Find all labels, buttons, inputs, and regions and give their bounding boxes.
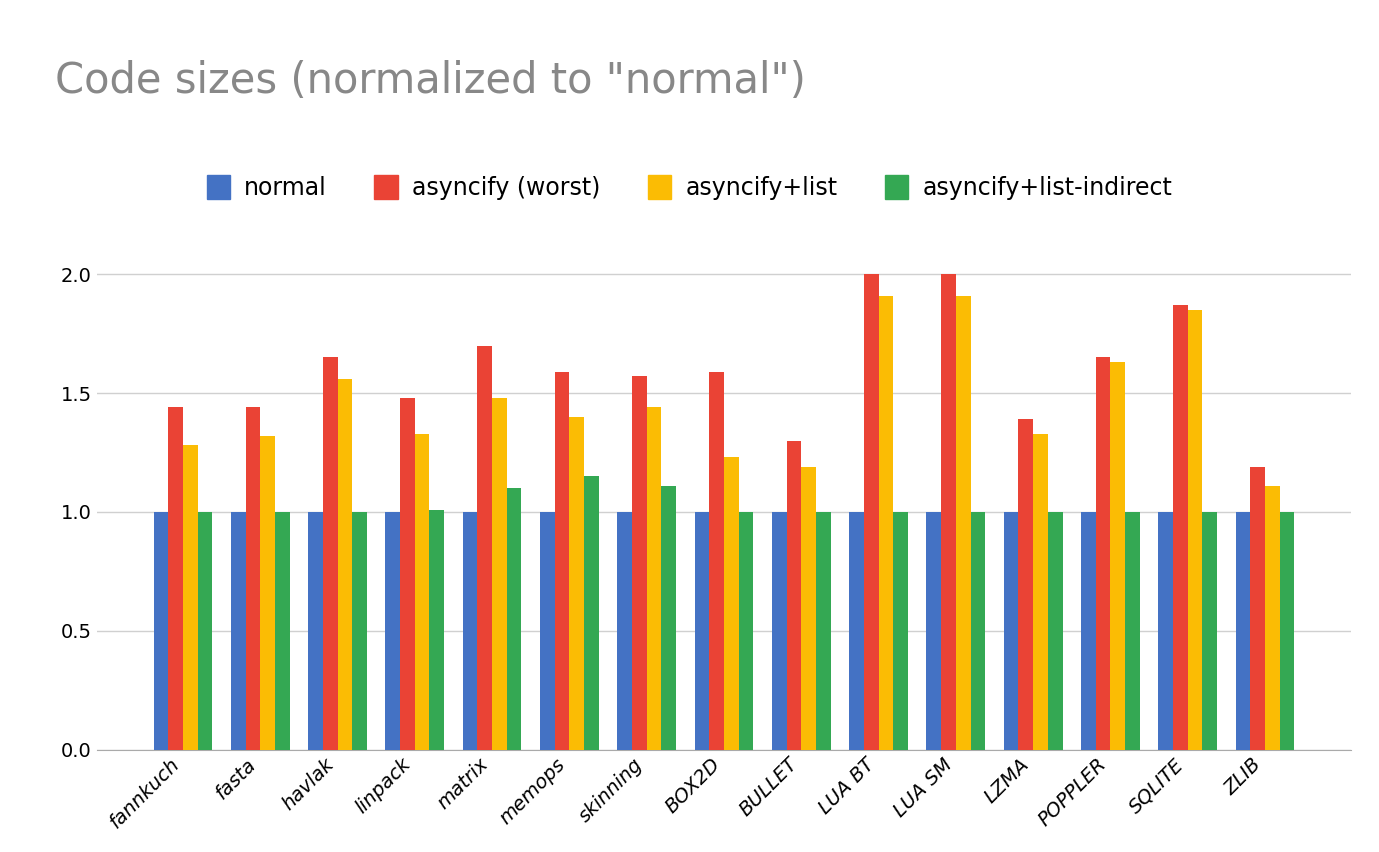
- Bar: [739, 512, 753, 750]
- Bar: [429, 509, 444, 750]
- Bar: [772, 512, 786, 750]
- Bar: [554, 371, 570, 750]
- Bar: [477, 346, 492, 750]
- Bar: [1236, 512, 1251, 750]
- Bar: [1004, 512, 1019, 750]
- Bar: [816, 512, 830, 750]
- Bar: [415, 434, 429, 750]
- Bar: [878, 296, 894, 750]
- Bar: [1174, 305, 1187, 750]
- Bar: [1081, 512, 1096, 750]
- Bar: [786, 440, 801, 750]
- Bar: [1251, 467, 1265, 750]
- Bar: [1125, 512, 1140, 750]
- Bar: [863, 274, 878, 750]
- Bar: [463, 512, 477, 750]
- Bar: [927, 512, 940, 750]
- Bar: [801, 467, 816, 750]
- Bar: [956, 296, 971, 750]
- Bar: [507, 488, 521, 750]
- Bar: [400, 398, 415, 750]
- Text: Code sizes (normalized to "normal"): Code sizes (normalized to "normal"): [55, 60, 807, 101]
- Bar: [618, 512, 632, 750]
- Bar: [386, 512, 400, 750]
- Bar: [1158, 512, 1174, 750]
- Bar: [709, 371, 724, 750]
- Bar: [894, 512, 907, 750]
- Bar: [1048, 512, 1062, 750]
- Bar: [647, 407, 662, 750]
- Bar: [153, 512, 168, 750]
- Bar: [585, 476, 598, 750]
- Bar: [352, 512, 367, 750]
- Bar: [1187, 310, 1202, 750]
- Bar: [183, 446, 197, 750]
- Bar: [1096, 358, 1110, 750]
- Bar: [1019, 419, 1033, 750]
- Bar: [1202, 512, 1218, 750]
- Bar: [338, 379, 352, 750]
- Bar: [724, 458, 739, 750]
- Bar: [695, 512, 709, 750]
- Bar: [1280, 512, 1295, 750]
- Bar: [230, 512, 245, 750]
- Bar: [168, 407, 183, 750]
- Bar: [662, 486, 676, 750]
- Bar: [971, 512, 985, 750]
- Bar: [492, 398, 507, 750]
- Bar: [197, 512, 212, 750]
- Bar: [940, 274, 956, 750]
- Bar: [274, 512, 290, 750]
- Legend: normal, asyncify (worst), asyncify+list, asyncify+list-indirect: normal, asyncify (worst), asyncify+list,…: [197, 165, 1182, 209]
- Bar: [570, 417, 585, 750]
- Bar: [261, 436, 274, 750]
- Bar: [1265, 486, 1280, 750]
- Bar: [541, 512, 554, 750]
- Bar: [1033, 434, 1048, 750]
- Bar: [323, 358, 338, 750]
- Bar: [849, 512, 863, 750]
- Bar: [1110, 362, 1125, 750]
- Bar: [632, 377, 647, 750]
- Bar: [308, 512, 323, 750]
- Bar: [245, 407, 261, 750]
